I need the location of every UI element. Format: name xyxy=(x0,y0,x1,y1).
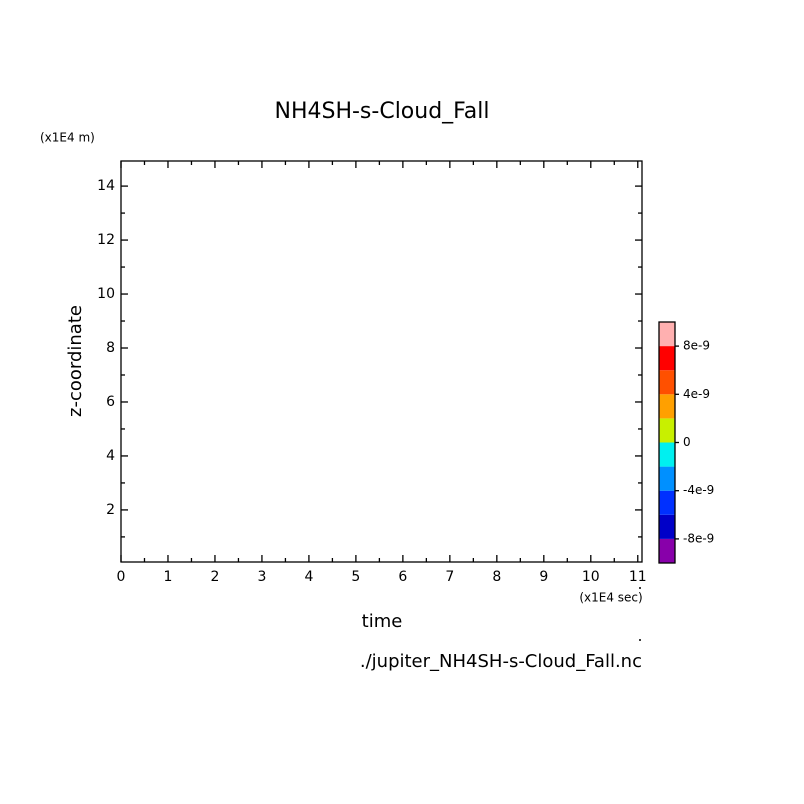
x-tick-label: 6 xyxy=(398,569,407,585)
x-tick-label: 10 xyxy=(582,569,600,585)
x-tick-label: 3 xyxy=(257,569,266,585)
dot xyxy=(639,587,641,589)
colorbar-tick-label: 4e-9 xyxy=(683,387,710,401)
x-tick-label: 0 xyxy=(117,569,126,585)
colorbar-band xyxy=(659,514,675,539)
colorbar-band xyxy=(659,394,675,419)
x-tick-label: 8 xyxy=(492,569,501,585)
plot-frame xyxy=(120,160,643,563)
colorbar-tick-label: 0 xyxy=(683,435,691,449)
y-tick-label: 6 xyxy=(106,394,115,410)
x-tick-label: 4 xyxy=(304,569,313,585)
colorbar-tick-label: -8e-9 xyxy=(683,531,714,545)
y-tick-label: 14 xyxy=(97,178,115,194)
colorbar-band xyxy=(659,442,675,467)
x-tick-label: 9 xyxy=(539,569,548,585)
colorbar-band xyxy=(659,346,675,371)
x-tick-label: 11 xyxy=(629,569,647,585)
y-tick-label: 12 xyxy=(97,232,115,248)
colorbar-band xyxy=(659,466,675,491)
y-tick-label: 8 xyxy=(106,340,115,356)
x-tick-label: 2 xyxy=(210,569,219,585)
colorbar-band xyxy=(659,538,675,563)
chart-title: NH4SH-s-Cloud_Fall xyxy=(274,99,489,124)
y-axis-label: z-coordinate xyxy=(65,305,86,417)
x-tick-label: 7 xyxy=(445,569,454,585)
x-axis-label: time xyxy=(362,611,403,632)
colorbar-tick-label: 8e-9 xyxy=(683,339,710,353)
x-unit: (x1E4 sec) xyxy=(579,591,642,605)
y-tick-label: 4 xyxy=(106,448,115,464)
colorbar-band xyxy=(659,418,675,443)
x-tick-label: 1 xyxy=(164,569,173,585)
x-tick-label: 5 xyxy=(351,569,360,585)
source-file: ./jupiter_NH4SH-s-Cloud_Fall.nc xyxy=(360,651,642,672)
dot xyxy=(639,639,641,641)
colorbar-band xyxy=(659,370,675,395)
y-tick-label: 10 xyxy=(97,286,115,302)
y-unit: (x1E4 m) xyxy=(40,131,95,145)
colorbar-band xyxy=(659,322,675,347)
colorbar-tick-label: -4e-9 xyxy=(683,483,714,497)
colorbar-band xyxy=(659,490,675,515)
y-tick-label: 2 xyxy=(106,502,115,518)
